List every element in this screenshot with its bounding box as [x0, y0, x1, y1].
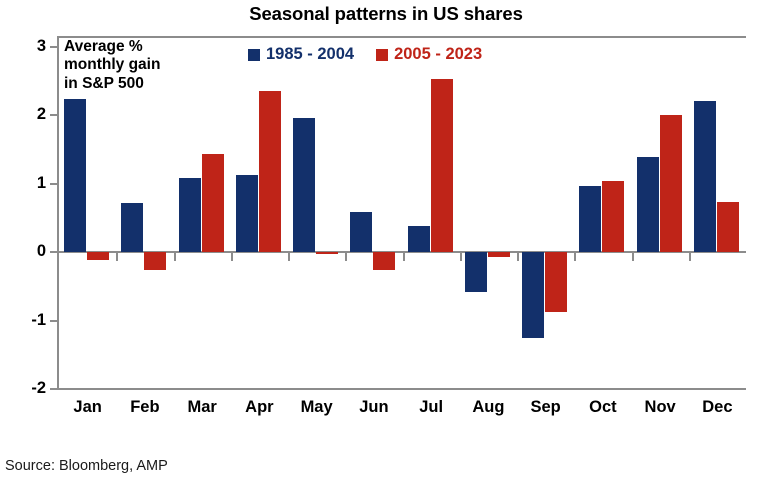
x-axis-line	[57, 388, 746, 390]
bar-mar-1985-2004	[178, 178, 201, 252]
annotation-line: monthly gain	[64, 56, 161, 74]
x-axis-tick	[173, 253, 176, 261]
y-axis-label: 1	[36, 173, 46, 192]
y-axis-line	[57, 36, 59, 390]
y-axis-tick	[50, 388, 58, 390]
x-axis-label-nov: Nov	[644, 398, 676, 416]
source-note: Source: Bloomberg, AMP	[5, 458, 168, 474]
bar-apr-2005-2023	[258, 91, 281, 252]
x-axis-label-dec: Dec	[702, 398, 733, 416]
y-axis-tick	[50, 114, 58, 116]
x-axis-tick	[116, 253, 119, 261]
x-axis-tick	[574, 253, 577, 261]
annotation-line: in S&P 500	[64, 74, 144, 92]
chart-title: Seasonal patterns in US shares	[249, 3, 523, 24]
annotation-line: Average %	[64, 38, 143, 55]
bar-may-1985-2004	[293, 118, 316, 252]
x-axis-label-apr: Apr	[245, 398, 274, 416]
x-axis-tick	[345, 253, 348, 261]
bar-dec-1985-2004	[693, 101, 716, 252]
bar-oct-1985-2004	[579, 186, 602, 252]
x-axis-tick	[230, 253, 233, 261]
x-axis-tick	[517, 253, 519, 261]
x-axis-tick	[688, 253, 691, 261]
bar-nov-2005-2023	[659, 115, 682, 252]
bar-jan-2005-2023	[87, 252, 110, 260]
zero-baseline	[57, 251, 746, 253]
x-axis-tick	[288, 253, 290, 261]
bar-oct-2005-2023	[602, 181, 625, 252]
x-axis-label-sep: Sep	[530, 398, 561, 416]
chart-annotation: Average % monthly gain in S&P 500	[64, 38, 214, 93]
x-axis-label-feb: Feb	[130, 398, 160, 416]
x-axis-label-aug: Aug	[472, 398, 505, 416]
legend-item-1985-2004: 1985 - 2004	[248, 45, 354, 64]
y-axis-label: 2	[36, 105, 46, 123]
bar-jul-2005-2023	[430, 79, 453, 252]
chart-legend: 1985 - 2004 2005 - 2023	[248, 45, 482, 64]
bar-feb-2005-2023	[144, 252, 167, 270]
legend-swatch-icon	[376, 48, 389, 61]
x-axis-label-oct: Oct	[589, 398, 617, 416]
bar-jan-1985-2004	[64, 99, 87, 252]
legend-label: 2005 - 2023	[394, 45, 483, 63]
bar-feb-1985-2004	[121, 203, 144, 252]
x-axis-label-may: May	[300, 398, 333, 416]
bar-sep-1985-2004	[522, 252, 545, 339]
x-axis-label-jan: Jan	[73, 398, 102, 416]
bar-aug-1985-2004	[464, 252, 487, 293]
y-axis-tick	[50, 251, 58, 253]
x-axis-tick	[402, 253, 405, 261]
y-axis-tick	[50, 182, 58, 185]
plot-top-border	[57, 36, 746, 38]
bar-nov-1985-2004	[636, 157, 659, 252]
bar-jun-1985-2004	[350, 211, 373, 252]
x-axis-label-jul: Jul	[419, 398, 444, 416]
bar-sep-2005-2023	[545, 252, 568, 313]
y-axis-label: 3	[36, 36, 46, 55]
bar-dec-2005-2023	[716, 201, 739, 252]
x-axis-tick	[459, 253, 462, 261]
x-axis-tick	[631, 253, 634, 261]
bar-jul-1985-2004	[407, 225, 430, 252]
bar-may-2005-2023	[316, 252, 339, 255]
bar-aug-2005-2023	[487, 252, 510, 257]
legend-swatch-icon	[248, 48, 260, 61]
bar-apr-1985-2004	[235, 174, 258, 252]
bar-mar-2005-2023	[201, 154, 224, 252]
x-axis-label-mar: Mar	[187, 398, 217, 416]
x-axis-label-jun: Jun	[359, 398, 389, 416]
y-axis-tick	[50, 45, 58, 48]
y-axis-tick	[50, 319, 58, 322]
y-axis-label: -1	[31, 310, 46, 329]
bar-jun-2005-2023	[373, 252, 396, 271]
legend-label: 1985 - 2004	[266, 45, 355, 63]
y-axis-label: -2	[31, 379, 46, 397]
y-axis-label: 0	[36, 242, 46, 260]
legend-item-2005-2023: 2005 - 2023	[376, 45, 482, 64]
